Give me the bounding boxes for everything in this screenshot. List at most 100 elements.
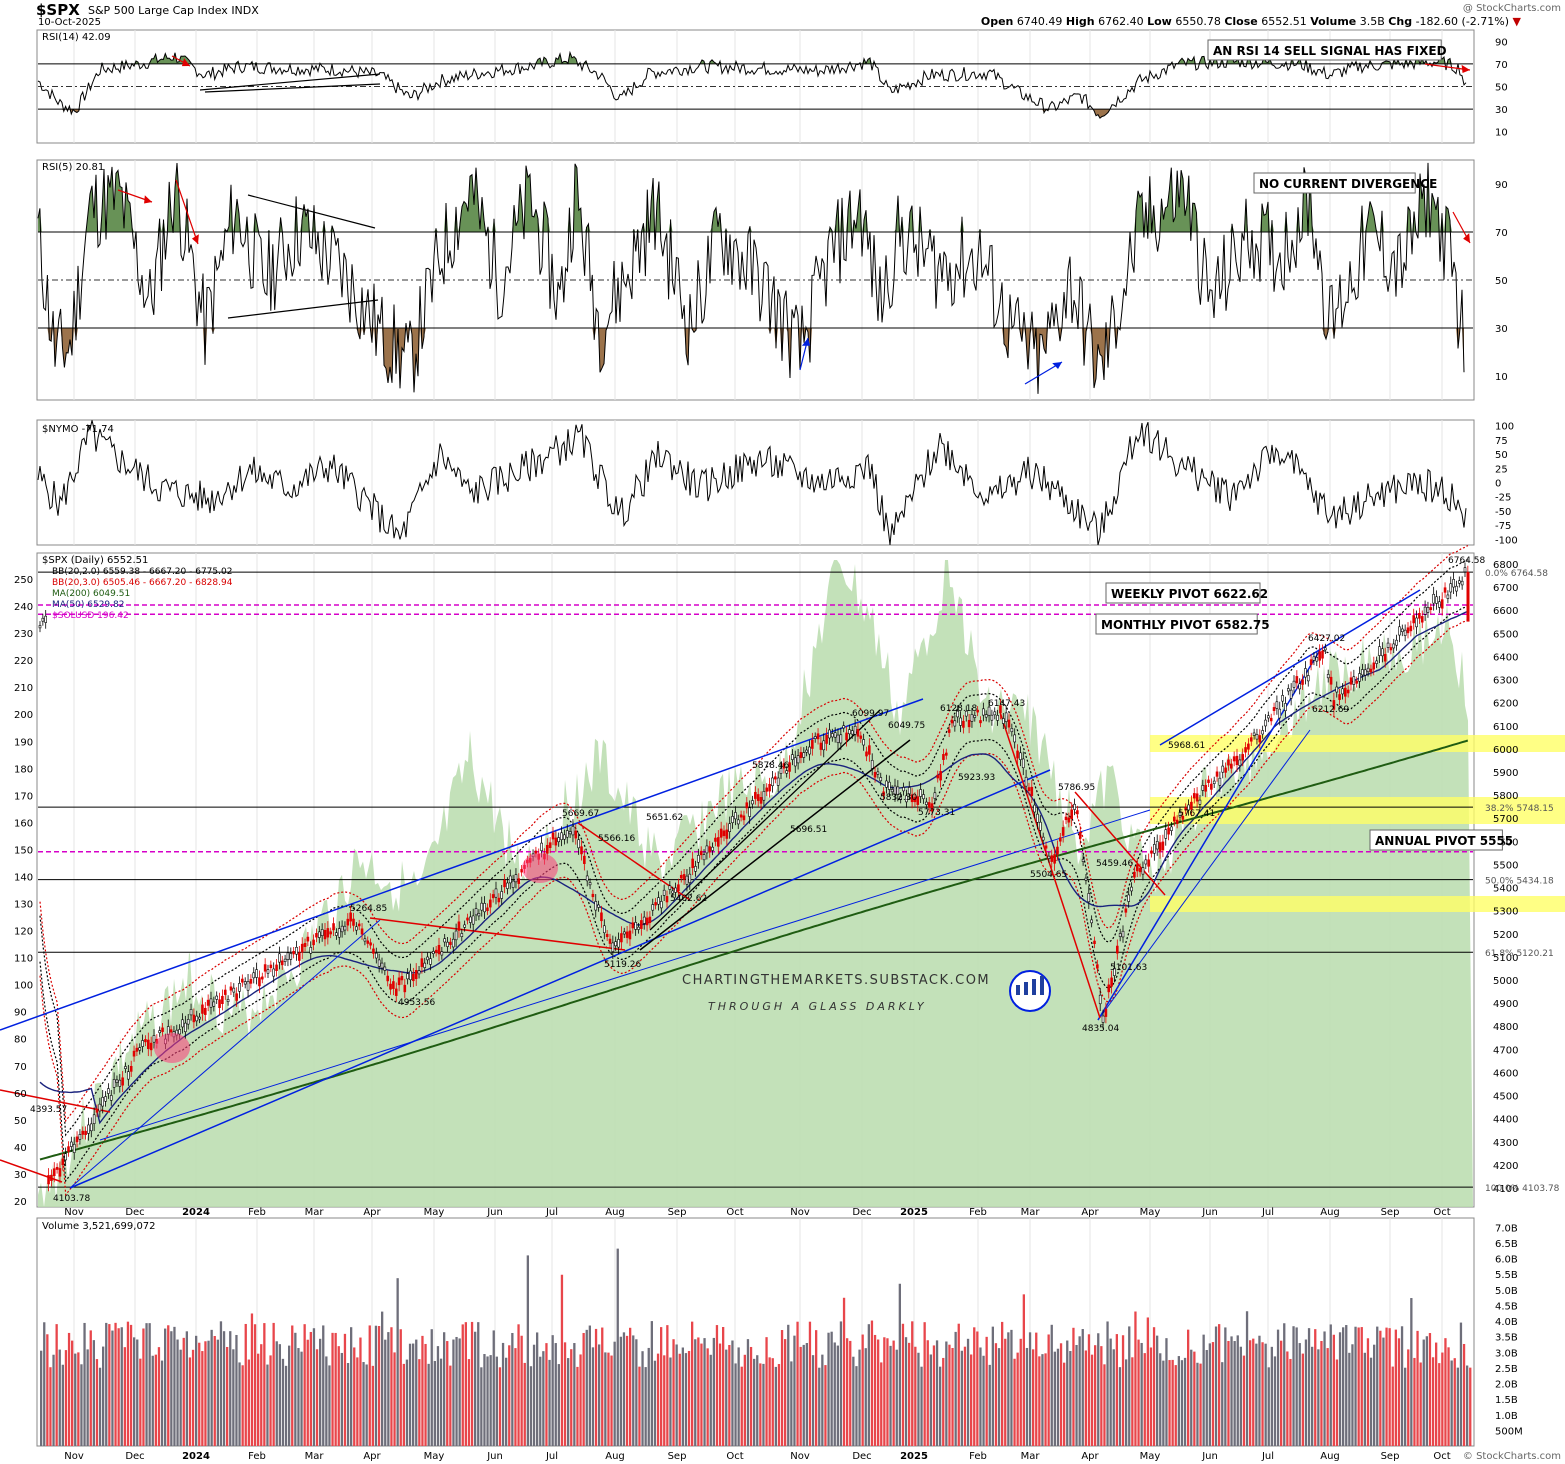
price-candle — [617, 939, 620, 948]
volume-bar — [610, 1355, 613, 1446]
volume-bar — [312, 1328, 316, 1446]
price-candle — [1164, 829, 1168, 839]
volume-bar — [731, 1340, 734, 1446]
volume-bar — [784, 1339, 787, 1446]
volume-bar — [408, 1343, 412, 1446]
price-candle — [67, 1146, 70, 1152]
volume-bar — [300, 1351, 303, 1446]
rsi14-annotation-box — [1207, 39, 1442, 61]
price-candle — [702, 854, 706, 861]
volume-bar — [1050, 1324, 1053, 1446]
volume-bar — [904, 1337, 908, 1446]
volume-bar — [687, 1350, 691, 1446]
price-candle — [583, 855, 586, 864]
price-candle — [1027, 787, 1031, 792]
volume-bar — [1072, 1327, 1075, 1446]
volume-bar — [929, 1354, 932, 1446]
volume-bar — [678, 1353, 681, 1446]
index-name: S&P 500 Large Cap Index — [88, 4, 228, 17]
price-candle — [1110, 977, 1113, 987]
volume-bar — [1196, 1362, 1199, 1446]
volume-bar — [991, 1326, 994, 1446]
price-candle — [1458, 580, 1461, 584]
price-candle — [414, 970, 418, 980]
volume-bar — [1140, 1342, 1143, 1446]
volume-bar — [1354, 1326, 1357, 1446]
volume-bar — [266, 1364, 269, 1446]
x-axis-label: Sep — [1381, 1207, 1400, 1218]
price-candle — [594, 901, 598, 911]
volume-bar — [1069, 1351, 1072, 1446]
price-candle — [1389, 647, 1393, 651]
volume-bar — [191, 1349, 195, 1446]
price-point-label: 4103.78 — [53, 1194, 90, 1204]
brand-logo-bar-icon — [1040, 976, 1044, 995]
volume-bar — [1404, 1367, 1407, 1446]
volume-bar — [1094, 1345, 1097, 1446]
rsi14-tick-label: 30 — [1495, 105, 1508, 116]
volume-bar — [898, 1283, 901, 1446]
price-candle — [241, 978, 244, 983]
volume-bar — [777, 1364, 781, 1446]
volume-bar — [1456, 1367, 1459, 1446]
volume-bar — [253, 1324, 257, 1446]
price-candle — [372, 948, 375, 954]
price-candle — [483, 903, 486, 913]
price-candle — [614, 941, 618, 947]
volume-tick: 5.0B — [1495, 1286, 1518, 1297]
stockcharts-watermark-bottom: © StockCharts.com — [1462, 1451, 1561, 1462]
volume-bar — [1388, 1328, 1391, 1446]
price-overlay-legend: BB(20,2.0) 6559.38 - 6667.20 - 6775.02 — [52, 567, 232, 577]
price-candle — [637, 926, 640, 930]
volume-bar — [1004, 1338, 1007, 1446]
price-candle — [292, 951, 295, 955]
price-candle — [825, 734, 828, 744]
volume-bar — [102, 1346, 105, 1446]
volume-bar — [486, 1356, 489, 1446]
volume-bar — [1329, 1324, 1332, 1446]
volume-bar — [1165, 1338, 1168, 1446]
x-axis-label: May — [424, 1451, 445, 1462]
price-candle — [1210, 783, 1213, 790]
volume-bar — [551, 1335, 554, 1446]
volume-bar — [325, 1356, 328, 1446]
price-candle — [1326, 674, 1330, 679]
volume-bar — [573, 1343, 576, 1446]
price-candle — [1435, 596, 1438, 604]
volume-bar — [976, 1331, 979, 1446]
price-candle — [870, 760, 874, 769]
volume-bar — [1447, 1347, 1450, 1446]
price-point-label: 5968.61 — [1168, 741, 1205, 751]
volume-bar — [334, 1332, 337, 1446]
price-candle — [1264, 719, 1267, 727]
volume-bar — [247, 1359, 250, 1446]
price-candle — [41, 617, 45, 622]
volume-bar — [1391, 1366, 1394, 1446]
volume-bar — [421, 1335, 424, 1446]
volume-bar — [607, 1352, 610, 1446]
volume-bar — [148, 1323, 151, 1446]
price-candle — [218, 999, 221, 1009]
volume-bar — [1121, 1335, 1125, 1446]
price-candle — [1324, 647, 1327, 651]
price-candle — [400, 976, 404, 981]
price-point-label: 5459.46 — [1096, 859, 1133, 869]
volume-bar — [703, 1338, 706, 1446]
volume-bar — [830, 1331, 833, 1446]
price-candle — [47, 1175, 50, 1185]
volume-bar — [932, 1345, 936, 1446]
volume-bar — [542, 1351, 545, 1446]
volume-bar — [111, 1330, 114, 1446]
volume-bar — [635, 1339, 638, 1446]
price-candle — [1010, 728, 1014, 733]
volume-bar — [1171, 1359, 1174, 1446]
volume-bar — [923, 1322, 926, 1446]
volume-bar — [260, 1344, 263, 1446]
volume-bar — [83, 1322, 86, 1446]
price-candle — [654, 902, 657, 906]
volume-bar — [182, 1337, 185, 1446]
price-candle — [1315, 657, 1319, 662]
volume-bar — [920, 1366, 923, 1446]
volume-bar — [129, 1324, 133, 1446]
volume-bar — [966, 1338, 970, 1446]
